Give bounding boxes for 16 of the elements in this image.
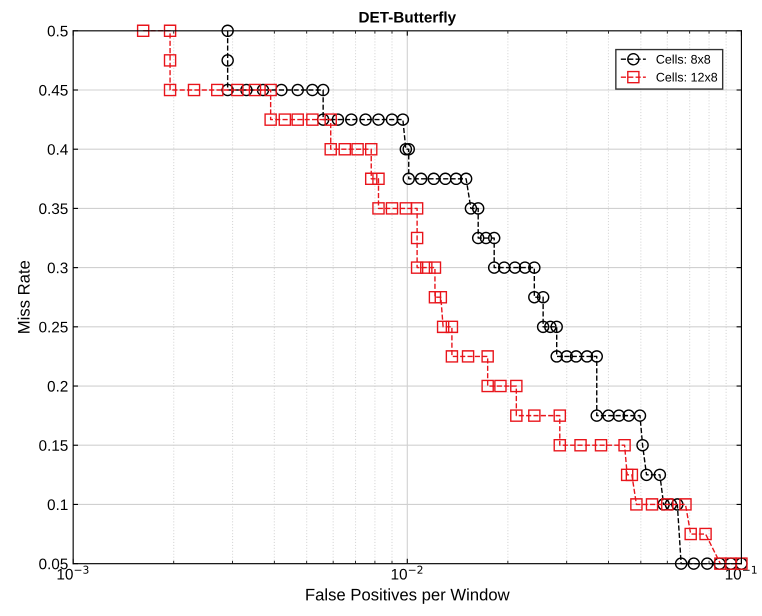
y-tick-label: 0.3 [48,262,68,274]
y-axis-title: Miss Rate [17,260,30,333]
y-tick-label: 0.5 [48,26,68,36]
x-tick-label: 10$^{−2}$ [392,566,422,580]
y-tick-label: 0.15 [39,440,68,451]
y-tick-label: 0.4 [48,144,68,155]
x-tick-label: 10$^{−1}$ [726,566,757,580]
y-tick-label: 0.1 [48,499,68,510]
y-tick-label: 0.35 [39,203,68,214]
y-tick-label: 0.2 [48,380,68,392]
chart-title: DET-Butterfly [360,11,456,26]
x-axis-title: False Positives per Window [306,588,510,604]
legend-label: Cells: 8x8 [656,54,710,64]
y-tick-label: 0.25 [39,322,68,333]
y-tick-label: 0.45 [39,84,68,96]
legend-label: Cells: 12x8 [656,72,718,82]
